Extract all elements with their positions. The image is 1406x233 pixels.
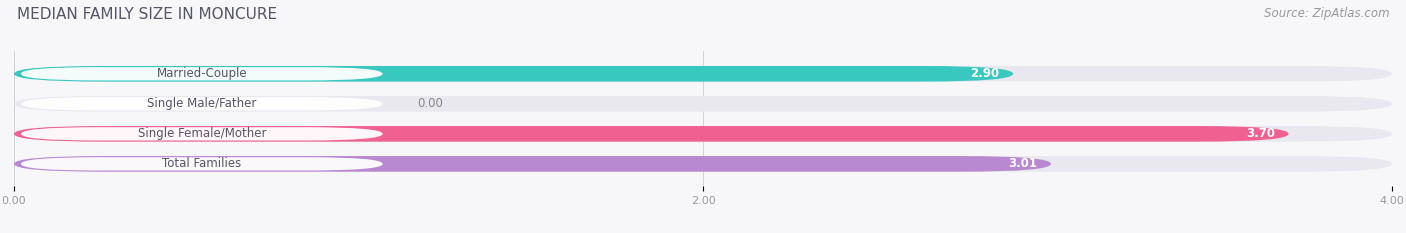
Text: Married-Couple: Married-Couple <box>156 67 247 80</box>
Text: 2.90: 2.90 <box>970 67 1000 80</box>
FancyBboxPatch shape <box>14 126 1392 142</box>
Text: 3.01: 3.01 <box>1008 157 1038 170</box>
Text: Source: ZipAtlas.com: Source: ZipAtlas.com <box>1264 7 1389 20</box>
FancyBboxPatch shape <box>14 156 1050 172</box>
FancyBboxPatch shape <box>21 67 382 80</box>
FancyBboxPatch shape <box>14 66 1392 82</box>
Text: Single Male/Father: Single Male/Father <box>148 97 256 110</box>
FancyBboxPatch shape <box>14 66 1012 82</box>
Text: Total Families: Total Families <box>162 157 242 170</box>
Text: 0.00: 0.00 <box>418 97 443 110</box>
FancyBboxPatch shape <box>21 127 382 140</box>
FancyBboxPatch shape <box>21 157 382 171</box>
FancyBboxPatch shape <box>21 97 382 110</box>
Text: 3.70: 3.70 <box>1246 127 1275 140</box>
FancyBboxPatch shape <box>14 126 1289 142</box>
FancyBboxPatch shape <box>14 96 1392 112</box>
FancyBboxPatch shape <box>14 156 1392 172</box>
Text: Single Female/Mother: Single Female/Mother <box>138 127 266 140</box>
Text: MEDIAN FAMILY SIZE IN MONCURE: MEDIAN FAMILY SIZE IN MONCURE <box>17 7 277 22</box>
